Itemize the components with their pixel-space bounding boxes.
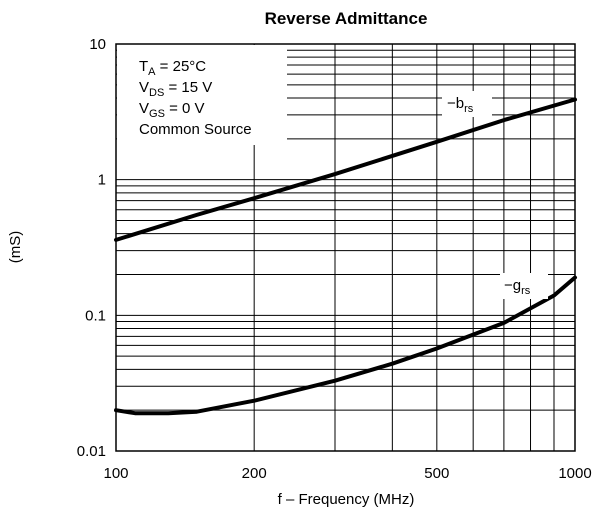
series-label-brs: −brs: [442, 91, 492, 117]
x-tick-label: 100: [103, 465, 128, 482]
series-label-brs-text: −brs: [447, 95, 474, 115]
conditions-legend: TA = 25°C VDS = 15 V VGS = 0 V Common So…: [117, 45, 287, 145]
x-tick-label: 500: [424, 465, 449, 482]
series-lines: [114, 97, 577, 416]
condition-vgs: VGS = 0 V: [139, 100, 205, 120]
y-tick-label: 0.1: [85, 307, 106, 324]
x-tick-label: 200: [242, 465, 267, 482]
y-tick-label: 0.01: [77, 443, 106, 460]
condition-ta: TA = 25°C: [139, 58, 206, 78]
chart-title: Reverse Admittance: [265, 9, 428, 28]
series-line-brs: [114, 97, 577, 242]
plot-frame: [115, 43, 576, 452]
grid: [116, 44, 575, 451]
series-label-grs-background: [500, 273, 548, 299]
y-axis-label: (mS): [7, 231, 24, 264]
condition-vds: VDS = 15 V: [139, 79, 212, 99]
condition-source: Common Source: [139, 121, 252, 138]
y-tick-label: 1: [98, 172, 106, 189]
x-tick-label: 1000: [558, 465, 591, 482]
series-label-grs: −grs: [500, 273, 548, 299]
y-tick-labels: 10 1 0.1 0.01: [77, 36, 106, 460]
x-tick-labels: 100 200 500 1000: [103, 465, 591, 482]
y-tick-label: 10: [89, 36, 106, 53]
conditions-legend-background: [117, 45, 287, 145]
series-line-grs: [114, 275, 577, 416]
series-label-grs-text: −grs: [504, 277, 531, 297]
x-axis-label: f – Frequency (MHz): [278, 491, 415, 508]
series-label-brs-background: [442, 91, 492, 117]
